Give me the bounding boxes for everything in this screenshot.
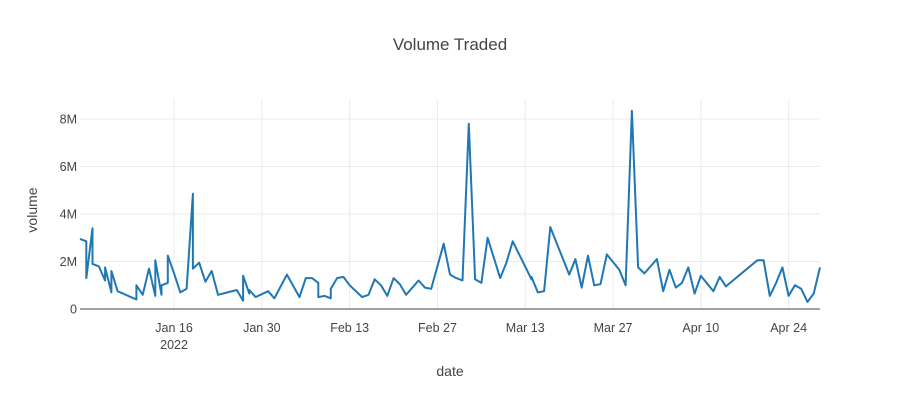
y-tick-label: 6M	[60, 160, 77, 174]
data-layer	[79, 109, 821, 303]
x-axis-title: date	[436, 363, 463, 379]
y-tick-label: 8M	[60, 113, 77, 127]
y-axis-title: volume	[24, 187, 40, 232]
axis-layer: Jan 16 2022 Jan 30 Feb 13 Feb 27 Mar 13 Mar 27…	[60, 113, 820, 352]
y-tick-label: 2M	[60, 255, 77, 269]
x-tick-sublabel: 2022	[160, 338, 188, 352]
x-tick-label: Apr 10	[682, 321, 719, 335]
y-tick-label: 0	[70, 303, 77, 317]
x-tick-label: Apr 24	[770, 321, 807, 335]
chart-title: Volume Traded	[393, 35, 507, 54]
y-tick-label: 4M	[60, 208, 77, 222]
x-tick-label: Mar 27	[594, 321, 633, 335]
x-tick-label: Feb 27	[418, 321, 457, 335]
x-tick-label: Mar 13	[506, 321, 545, 335]
x-tick-label: Jan 16	[155, 321, 193, 335]
grid-layer	[80, 100, 820, 309]
x-tick-label: Jan 30	[243, 321, 281, 335]
x-tick-label: Feb 13	[330, 321, 369, 335]
series-line-volume	[79, 109, 821, 303]
